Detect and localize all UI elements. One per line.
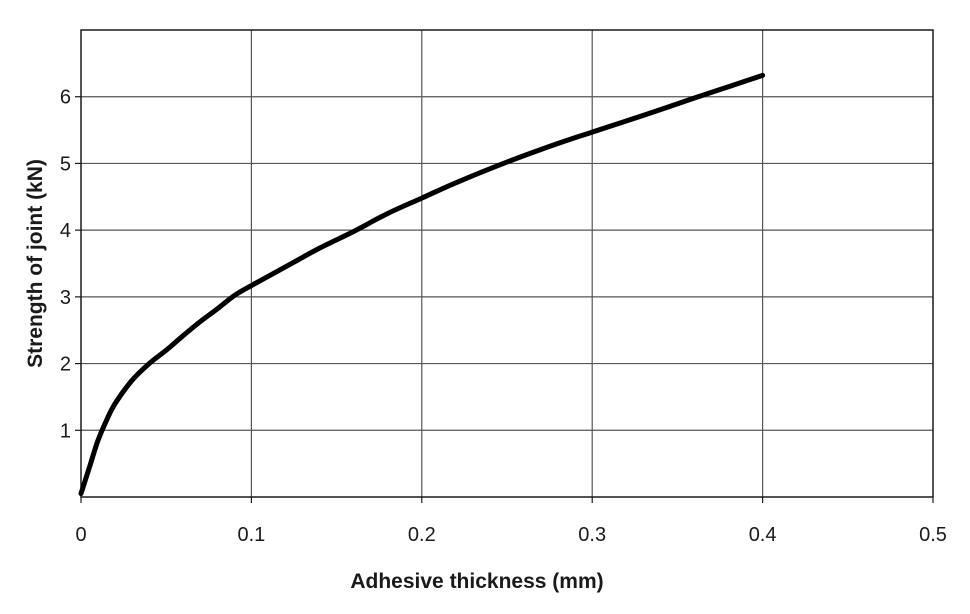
y-tick-label: 6 [60, 87, 71, 109]
x-axis-tick-labels: 0 0.1 0.2 0.3 0.4 0.5 [75, 497, 947, 546]
x-tick-label: 0.3 [578, 524, 606, 546]
x-axis-title: Adhesive thickness (mm) [350, 570, 603, 593]
x-tick-label: 0 [75, 524, 86, 546]
y-tick-label: 4 [60, 220, 71, 242]
x-tick-label: 0.2 [408, 524, 436, 546]
y-tick-label: 1 [60, 420, 71, 442]
y-axis-title: Strength of joint (kN) [24, 159, 47, 368]
x-tick-label: 0.4 [749, 524, 777, 546]
y-tick-label: 3 [60, 287, 71, 309]
series-layer [78, 72, 766, 497]
x-tick-label: 0.1 [237, 524, 265, 546]
series-line [78, 72, 766, 497]
plot-area-frame [80, 29, 934, 498]
y-tick-label: 2 [60, 354, 71, 376]
x-tick-label: 0.5 [919, 524, 947, 546]
y-axis-tick-labels: 1 2 3 4 5 6 [60, 87, 81, 442]
grid-lines [81, 30, 933, 497]
y-tick-label: 5 [60, 153, 71, 175]
